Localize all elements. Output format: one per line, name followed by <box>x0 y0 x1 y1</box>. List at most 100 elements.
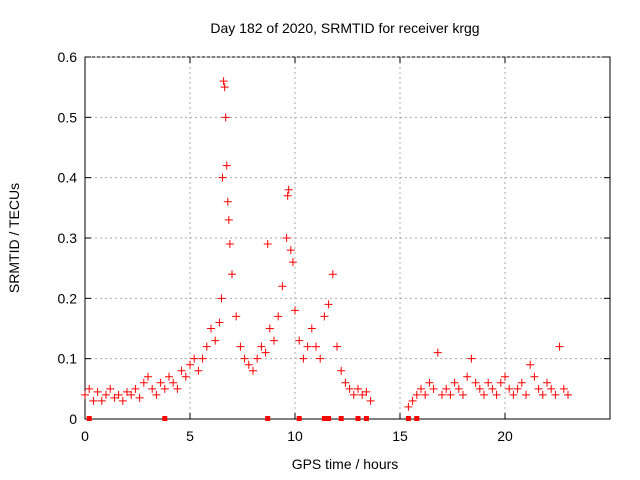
data-point <box>225 240 234 249</box>
data-point <box>106 384 115 393</box>
data-point <box>564 390 572 399</box>
data-point <box>433 348 442 357</box>
x-tick-label: 10 <box>287 428 303 444</box>
data-point <box>144 372 152 381</box>
y-tick-label: 0.2 <box>58 290 78 306</box>
data-point <box>417 384 425 393</box>
data-point <box>263 240 272 249</box>
data-point <box>169 378 178 387</box>
data-point <box>114 390 123 399</box>
data-point <box>222 161 231 170</box>
data-point <box>85 384 94 393</box>
data-point <box>89 396 98 405</box>
y-tick-label: 0.4 <box>58 170 78 186</box>
data-point <box>442 384 451 393</box>
data-point <box>505 384 514 393</box>
x-tick-label: 5 <box>186 428 194 444</box>
data-point <box>543 378 551 387</box>
data-point <box>501 372 509 381</box>
x-tick-label: 0 <box>81 428 89 444</box>
data-point <box>450 378 459 387</box>
data-point <box>547 384 556 393</box>
data-point <box>127 390 136 399</box>
zero-marker <box>296 416 302 421</box>
zero-marker <box>265 416 271 421</box>
data-point <box>429 384 438 393</box>
data-point <box>215 318 224 327</box>
data-point <box>425 378 434 387</box>
data-point <box>312 342 320 351</box>
data-point <box>207 324 215 333</box>
data-point <box>328 270 337 279</box>
data-point <box>320 312 329 321</box>
data-point <box>530 372 539 381</box>
data-point <box>81 390 89 399</box>
data-point <box>261 348 270 357</box>
data-point <box>307 324 316 333</box>
data-point <box>408 396 417 405</box>
data-point <box>513 384 522 393</box>
data-point <box>257 342 266 351</box>
data-point <box>177 366 186 375</box>
data-point <box>488 384 497 393</box>
y-tick-label: 0 <box>69 411 77 427</box>
data-point <box>484 378 493 387</box>
data-point <box>139 378 148 387</box>
data-point <box>404 402 413 411</box>
data-point <box>362 387 371 396</box>
data-point <box>190 354 199 363</box>
data-point <box>291 306 299 315</box>
data-point <box>265 324 274 333</box>
data-point <box>110 393 119 402</box>
data-point <box>349 390 358 399</box>
data-point <box>288 258 297 267</box>
data-point <box>165 372 173 381</box>
x-axis-label: GPS time / hours <box>292 456 399 472</box>
data-point <box>324 300 333 309</box>
data-point <box>492 390 501 399</box>
y-tick-label: 0.3 <box>58 230 78 246</box>
data-point <box>446 390 455 399</box>
data-point <box>284 185 293 194</box>
data-point <box>412 390 421 399</box>
data-point <box>93 387 102 396</box>
data-point <box>526 360 535 369</box>
data-point <box>333 342 341 351</box>
data-point <box>438 390 446 399</box>
y-tick-label: 0.1 <box>58 351 78 367</box>
data-point <box>156 378 165 387</box>
data-point <box>358 390 367 399</box>
zero-marker <box>338 416 344 421</box>
data-point <box>454 384 463 393</box>
data-point <box>186 360 194 369</box>
data-point <box>559 384 568 393</box>
data-point <box>522 390 530 399</box>
data-point <box>354 384 362 393</box>
data-point <box>152 390 161 399</box>
data-point <box>475 384 484 393</box>
data-point <box>118 396 127 405</box>
data-point <box>220 83 229 92</box>
data-point <box>274 312 283 321</box>
data-point <box>496 378 505 387</box>
data-point <box>173 384 182 393</box>
data-point <box>160 384 169 393</box>
y-tick-label: 0.5 <box>58 109 78 125</box>
grid <box>85 56 610 419</box>
data-point <box>283 191 292 200</box>
data-point <box>366 396 375 405</box>
data-point <box>303 342 312 351</box>
data-point <box>211 336 220 345</box>
zero-marker <box>86 416 92 421</box>
data-point <box>551 390 560 399</box>
data-point <box>471 378 480 387</box>
data-point <box>181 372 190 381</box>
data-points <box>81 77 572 421</box>
zero-marker <box>321 416 327 421</box>
data-point <box>337 366 346 375</box>
data-point <box>421 390 430 399</box>
data-point <box>534 384 543 393</box>
data-point <box>244 360 253 369</box>
zero-marker <box>162 416 168 421</box>
